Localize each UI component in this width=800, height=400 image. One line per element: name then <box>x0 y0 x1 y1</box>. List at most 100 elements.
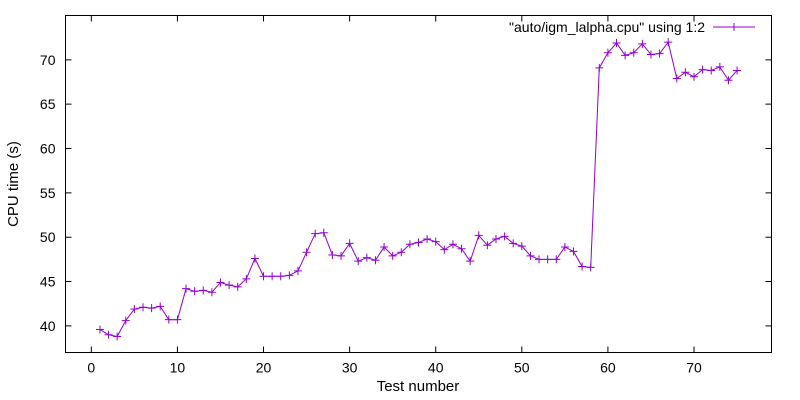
data-point <box>311 229 320 238</box>
y-axis-label: CPU time (s) <box>5 141 22 227</box>
data-point <box>147 304 156 313</box>
data-point <box>319 228 328 237</box>
y-tick-label: 50 <box>40 229 56 245</box>
data-point <box>121 316 130 325</box>
data-point <box>457 244 466 253</box>
data-point <box>698 65 707 74</box>
x-tick-label: 0 <box>87 360 95 376</box>
data-point <box>672 74 681 83</box>
data-point <box>431 237 440 246</box>
x-tick-label: 50 <box>514 360 530 376</box>
data-point <box>380 242 389 251</box>
data-point <box>543 255 552 264</box>
data-point <box>552 255 561 264</box>
x-axis-label: Test number <box>377 378 460 395</box>
data-point <box>517 242 526 251</box>
x-tick-label: 60 <box>600 360 616 376</box>
legend-entry-label: "auto/igm_lalpha.cpu" using 1:2 <box>509 19 705 35</box>
data-point <box>95 325 104 334</box>
x-tick-label: 20 <box>256 360 272 376</box>
data-point <box>595 63 604 72</box>
data-point <box>216 278 225 287</box>
y-tick-label: 40 <box>40 318 56 334</box>
data-point <box>182 284 191 293</box>
data-point <box>371 256 380 265</box>
data-point <box>629 48 638 57</box>
data-point <box>354 257 363 266</box>
data-point <box>405 240 414 249</box>
legend-marker <box>730 23 738 31</box>
data-point <box>397 248 406 257</box>
data-point <box>500 232 509 241</box>
data-point <box>276 272 285 281</box>
data-point <box>664 38 673 47</box>
data-point <box>526 251 535 260</box>
data-point <box>130 305 139 314</box>
legend: "auto/igm_lalpha.cpu" using 1:2 <box>509 19 755 35</box>
data-point <box>302 248 311 257</box>
y-tick-label: 55 <box>40 185 56 201</box>
data-point <box>362 253 371 262</box>
data-point <box>113 332 122 341</box>
data-point <box>242 274 251 283</box>
data-point <box>483 241 492 250</box>
data-point <box>225 281 234 290</box>
data-point <box>285 271 294 280</box>
y-tick-label: 65 <box>40 96 56 112</box>
data-point <box>474 231 483 240</box>
data-point <box>250 254 259 263</box>
series-layer <box>95 38 742 341</box>
data-point <box>190 287 199 296</box>
data-point <box>414 238 423 247</box>
data-point <box>268 272 277 281</box>
data-point <box>578 262 587 271</box>
x-tick-label: 40 <box>428 360 444 376</box>
data-point <box>655 49 664 58</box>
y-tick-label: 70 <box>40 52 56 68</box>
data-point <box>690 72 699 81</box>
data-point <box>612 38 621 47</box>
axis-ticks: 0 10 20 30 40 50 60 70 40 45 50 55 60 65 70 <box>40 15 772 376</box>
data-point <box>199 286 208 295</box>
data-point <box>233 282 242 291</box>
data-point <box>259 272 268 281</box>
data-point <box>491 234 500 243</box>
x-tick-label: 30 <box>342 360 358 376</box>
data-point <box>388 251 397 260</box>
data-point <box>681 68 690 77</box>
data-point <box>603 48 612 57</box>
data-point <box>423 234 432 243</box>
data-point <box>440 245 449 254</box>
y-tick-label: 60 <box>40 141 56 157</box>
x-tick-label: 10 <box>170 360 186 376</box>
data-point <box>638 39 647 48</box>
data-point <box>715 62 724 71</box>
y-tick-label: 45 <box>40 274 56 290</box>
data-point <box>586 263 595 272</box>
data-point <box>337 251 346 260</box>
plot-frame <box>65 15 772 353</box>
data-point <box>173 315 182 324</box>
data-point <box>156 302 165 311</box>
data-point <box>104 330 113 339</box>
data-point <box>535 255 544 264</box>
series-line <box>99 40 738 338</box>
data-point <box>569 247 578 256</box>
data-point <box>207 288 216 297</box>
x-tick-label: 70 <box>686 360 702 376</box>
data-point <box>328 250 337 259</box>
data-point <box>345 239 354 248</box>
data-point <box>646 50 655 59</box>
data-point <box>509 239 518 248</box>
data-point <box>164 315 173 324</box>
data-point <box>448 240 457 249</box>
data-point <box>733 66 742 75</box>
data-point <box>707 66 716 75</box>
data-point <box>621 51 630 60</box>
data-point <box>138 303 147 312</box>
data-point <box>466 257 475 266</box>
data-point <box>293 266 302 275</box>
data-point <box>560 242 569 251</box>
data-point <box>724 76 733 85</box>
